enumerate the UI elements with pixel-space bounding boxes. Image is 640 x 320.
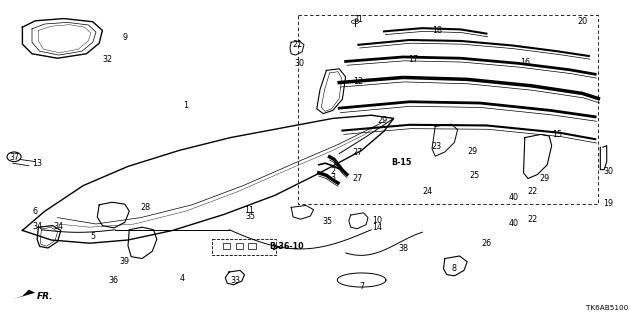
Text: B-15: B-15 bbox=[392, 158, 412, 167]
Text: 28: 28 bbox=[141, 203, 151, 212]
Text: 32: 32 bbox=[102, 55, 113, 64]
Text: 40: 40 bbox=[508, 193, 518, 202]
Text: 30: 30 bbox=[603, 167, 613, 176]
Text: 39: 39 bbox=[120, 257, 130, 266]
Text: 2: 2 bbox=[330, 167, 335, 176]
Bar bbox=[248, 243, 256, 249]
Text: B-36-10: B-36-10 bbox=[269, 242, 304, 251]
Text: 22: 22 bbox=[527, 188, 538, 196]
Text: 10: 10 bbox=[372, 216, 383, 225]
Text: 5: 5 bbox=[90, 232, 95, 241]
Text: 1: 1 bbox=[183, 101, 188, 110]
Text: 37: 37 bbox=[9, 153, 19, 162]
Text: 16: 16 bbox=[520, 58, 530, 67]
Text: 38: 38 bbox=[398, 244, 408, 253]
Text: 6: 6 bbox=[33, 207, 38, 216]
Text: 26: 26 bbox=[481, 239, 492, 248]
Text: 34: 34 bbox=[54, 222, 64, 231]
Text: 21: 21 bbox=[292, 40, 303, 49]
Text: 25: 25 bbox=[470, 171, 480, 180]
Polygon shape bbox=[13, 290, 35, 299]
Text: 29: 29 bbox=[467, 147, 477, 156]
Text: 20: 20 bbox=[577, 17, 588, 26]
Text: 23: 23 bbox=[431, 142, 442, 151]
Text: 17: 17 bbox=[408, 55, 418, 64]
Text: 40: 40 bbox=[508, 219, 518, 228]
Text: 3: 3 bbox=[330, 173, 335, 182]
Text: 36: 36 bbox=[109, 276, 119, 285]
Text: 13: 13 bbox=[32, 159, 42, 168]
Text: 31: 31 bbox=[353, 15, 364, 24]
Text: 29: 29 bbox=[539, 174, 549, 183]
Text: 35: 35 bbox=[323, 217, 333, 226]
Text: 24: 24 bbox=[422, 188, 433, 196]
Text: 27: 27 bbox=[352, 148, 362, 157]
Text: 11: 11 bbox=[244, 206, 255, 215]
Text: 14: 14 bbox=[372, 223, 383, 232]
Text: TK6AB5100: TK6AB5100 bbox=[586, 305, 628, 311]
Bar bbox=[223, 243, 230, 249]
Text: 18: 18 bbox=[432, 26, 442, 35]
Text: FR.: FR. bbox=[37, 292, 54, 301]
Text: 12: 12 bbox=[353, 77, 364, 86]
Text: 34: 34 bbox=[32, 222, 42, 231]
Text: 27: 27 bbox=[352, 174, 362, 183]
Text: 9: 9 bbox=[122, 33, 127, 42]
Text: 22: 22 bbox=[527, 215, 538, 224]
Bar bbox=[236, 243, 243, 249]
Text: 29: 29 bbox=[378, 116, 388, 125]
Text: 7: 7 bbox=[359, 282, 364, 291]
Text: 8: 8 bbox=[452, 264, 457, 273]
Text: 15: 15 bbox=[552, 130, 562, 139]
Text: 4: 4 bbox=[180, 274, 185, 283]
Text: 30: 30 bbox=[294, 59, 305, 68]
Text: 35: 35 bbox=[246, 212, 256, 221]
Text: 33: 33 bbox=[230, 276, 241, 285]
Text: 19: 19 bbox=[603, 199, 613, 208]
